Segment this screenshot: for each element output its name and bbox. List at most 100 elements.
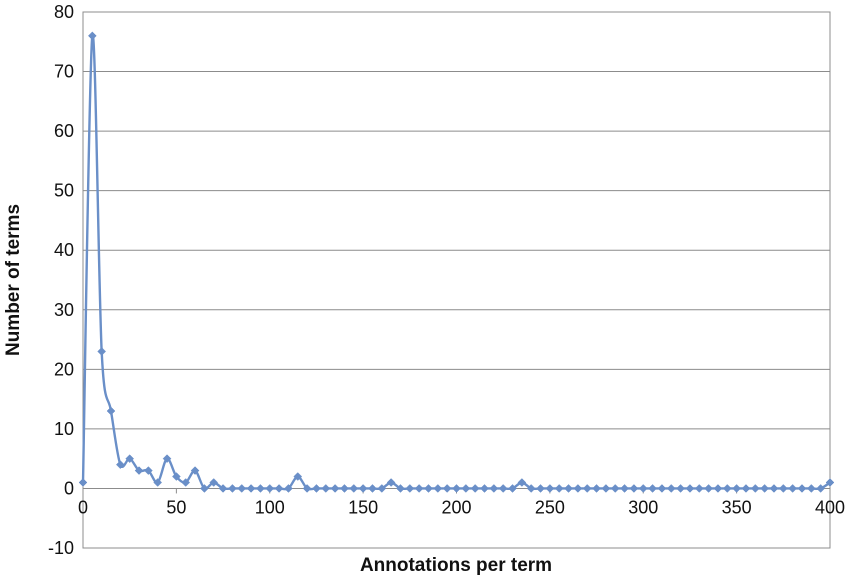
data-point bbox=[293, 472, 303, 481]
data-point bbox=[536, 484, 545, 493]
x-tick-label: 400 bbox=[815, 497, 845, 517]
data-point bbox=[162, 454, 172, 464]
tick-labels: -10 0 10 20 30 40 50 60 70 80 0 50 100 150 200 250 300 35… bbox=[48, 2, 845, 558]
data-point bbox=[797, 484, 807, 493]
data-point bbox=[508, 484, 517, 493]
data-point bbox=[330, 484, 340, 493]
data-point bbox=[816, 484, 826, 493]
y-tick-label: 0 bbox=[64, 478, 74, 498]
data-point bbox=[722, 484, 732, 493]
data-point bbox=[312, 484, 321, 493]
data-point bbox=[368, 484, 377, 493]
y-tick-label: 40 bbox=[54, 240, 74, 260]
data-point bbox=[358, 484, 368, 493]
data-point bbox=[218, 484, 228, 493]
data-point bbox=[620, 484, 629, 493]
y-tick-label: 20 bbox=[54, 359, 74, 379]
data-point bbox=[526, 484, 536, 493]
data-point bbox=[657, 484, 667, 493]
data-point bbox=[825, 478, 835, 487]
data-point bbox=[87, 31, 97, 41]
data-point bbox=[228, 484, 237, 493]
y-tick-label: -10 bbox=[48, 538, 74, 558]
y-tick-label: 70 bbox=[54, 62, 74, 82]
data-point bbox=[321, 484, 331, 493]
data-point bbox=[302, 484, 312, 493]
data-point bbox=[676, 484, 685, 493]
y-tick-label: 80 bbox=[54, 2, 74, 22]
data-series bbox=[78, 31, 835, 493]
data-point bbox=[172, 472, 181, 481]
data-point bbox=[414, 484, 424, 493]
data-point bbox=[377, 484, 387, 493]
data-point bbox=[769, 484, 779, 493]
x-tick-label: 50 bbox=[166, 497, 186, 517]
data-point bbox=[433, 484, 443, 493]
x-tick-label: 200 bbox=[441, 497, 471, 517]
y-tick-label: 30 bbox=[54, 300, 74, 320]
data-point bbox=[134, 466, 144, 475]
data-point bbox=[489, 484, 499, 493]
x-tick-label: 350 bbox=[722, 497, 752, 517]
data-point bbox=[629, 484, 639, 493]
data-point bbox=[564, 484, 573, 493]
data-point bbox=[386, 478, 396, 487]
x-tick-label: 0 bbox=[78, 497, 88, 517]
data-point bbox=[265, 484, 275, 493]
data-point bbox=[517, 478, 527, 487]
x-tick-label: 300 bbox=[628, 497, 658, 517]
data-point bbox=[190, 466, 200, 475]
data-point bbox=[713, 484, 723, 493]
data-point bbox=[573, 484, 583, 493]
data-point bbox=[237, 484, 247, 493]
gridlines bbox=[83, 71, 830, 430]
data-point bbox=[181, 478, 191, 487]
data-point bbox=[144, 466, 153, 475]
data-point bbox=[685, 484, 695, 493]
data-point bbox=[741, 484, 751, 493]
y-axis-title: Number of terms bbox=[3, 204, 24, 356]
data-point bbox=[480, 484, 489, 493]
data-point bbox=[125, 454, 135, 464]
data-point bbox=[704, 484, 713, 493]
data-point bbox=[442, 484, 452, 493]
data-point bbox=[601, 484, 611, 493]
data-point bbox=[470, 484, 480, 493]
data-point bbox=[750, 484, 760, 493]
y-tick-label: 50 bbox=[54, 181, 74, 201]
data-point bbox=[340, 484, 349, 493]
x-tick-label: 250 bbox=[535, 497, 565, 517]
data-point bbox=[274, 484, 284, 493]
data-point bbox=[694, 484, 704, 493]
data-point bbox=[732, 484, 741, 493]
data-point bbox=[498, 484, 508, 493]
data-point bbox=[78, 478, 88, 487]
data-point bbox=[106, 406, 116, 416]
data-point bbox=[545, 484, 555, 493]
x-tick-label: 100 bbox=[255, 497, 285, 517]
data-point bbox=[200, 484, 209, 493]
data-point bbox=[582, 484, 592, 493]
data-point bbox=[648, 484, 657, 493]
data-point bbox=[760, 484, 769, 493]
data-point bbox=[788, 484, 798, 493]
y-tick-label: 60 bbox=[54, 121, 74, 141]
data-point bbox=[209, 478, 219, 487]
data-point bbox=[396, 484, 405, 493]
data-point bbox=[349, 484, 359, 493]
data-point bbox=[554, 484, 564, 493]
data-point bbox=[97, 347, 107, 356]
data-point bbox=[284, 484, 293, 493]
data-point bbox=[153, 478, 163, 487]
data-point bbox=[424, 484, 433, 493]
data-point bbox=[638, 484, 648, 493]
data-point bbox=[256, 484, 265, 493]
y-tick-label: 10 bbox=[54, 419, 74, 439]
data-point bbox=[592, 484, 601, 493]
data-point bbox=[246, 484, 256, 493]
data-point bbox=[806, 484, 816, 493]
data-point bbox=[452, 484, 461, 493]
data-point bbox=[405, 484, 415, 493]
